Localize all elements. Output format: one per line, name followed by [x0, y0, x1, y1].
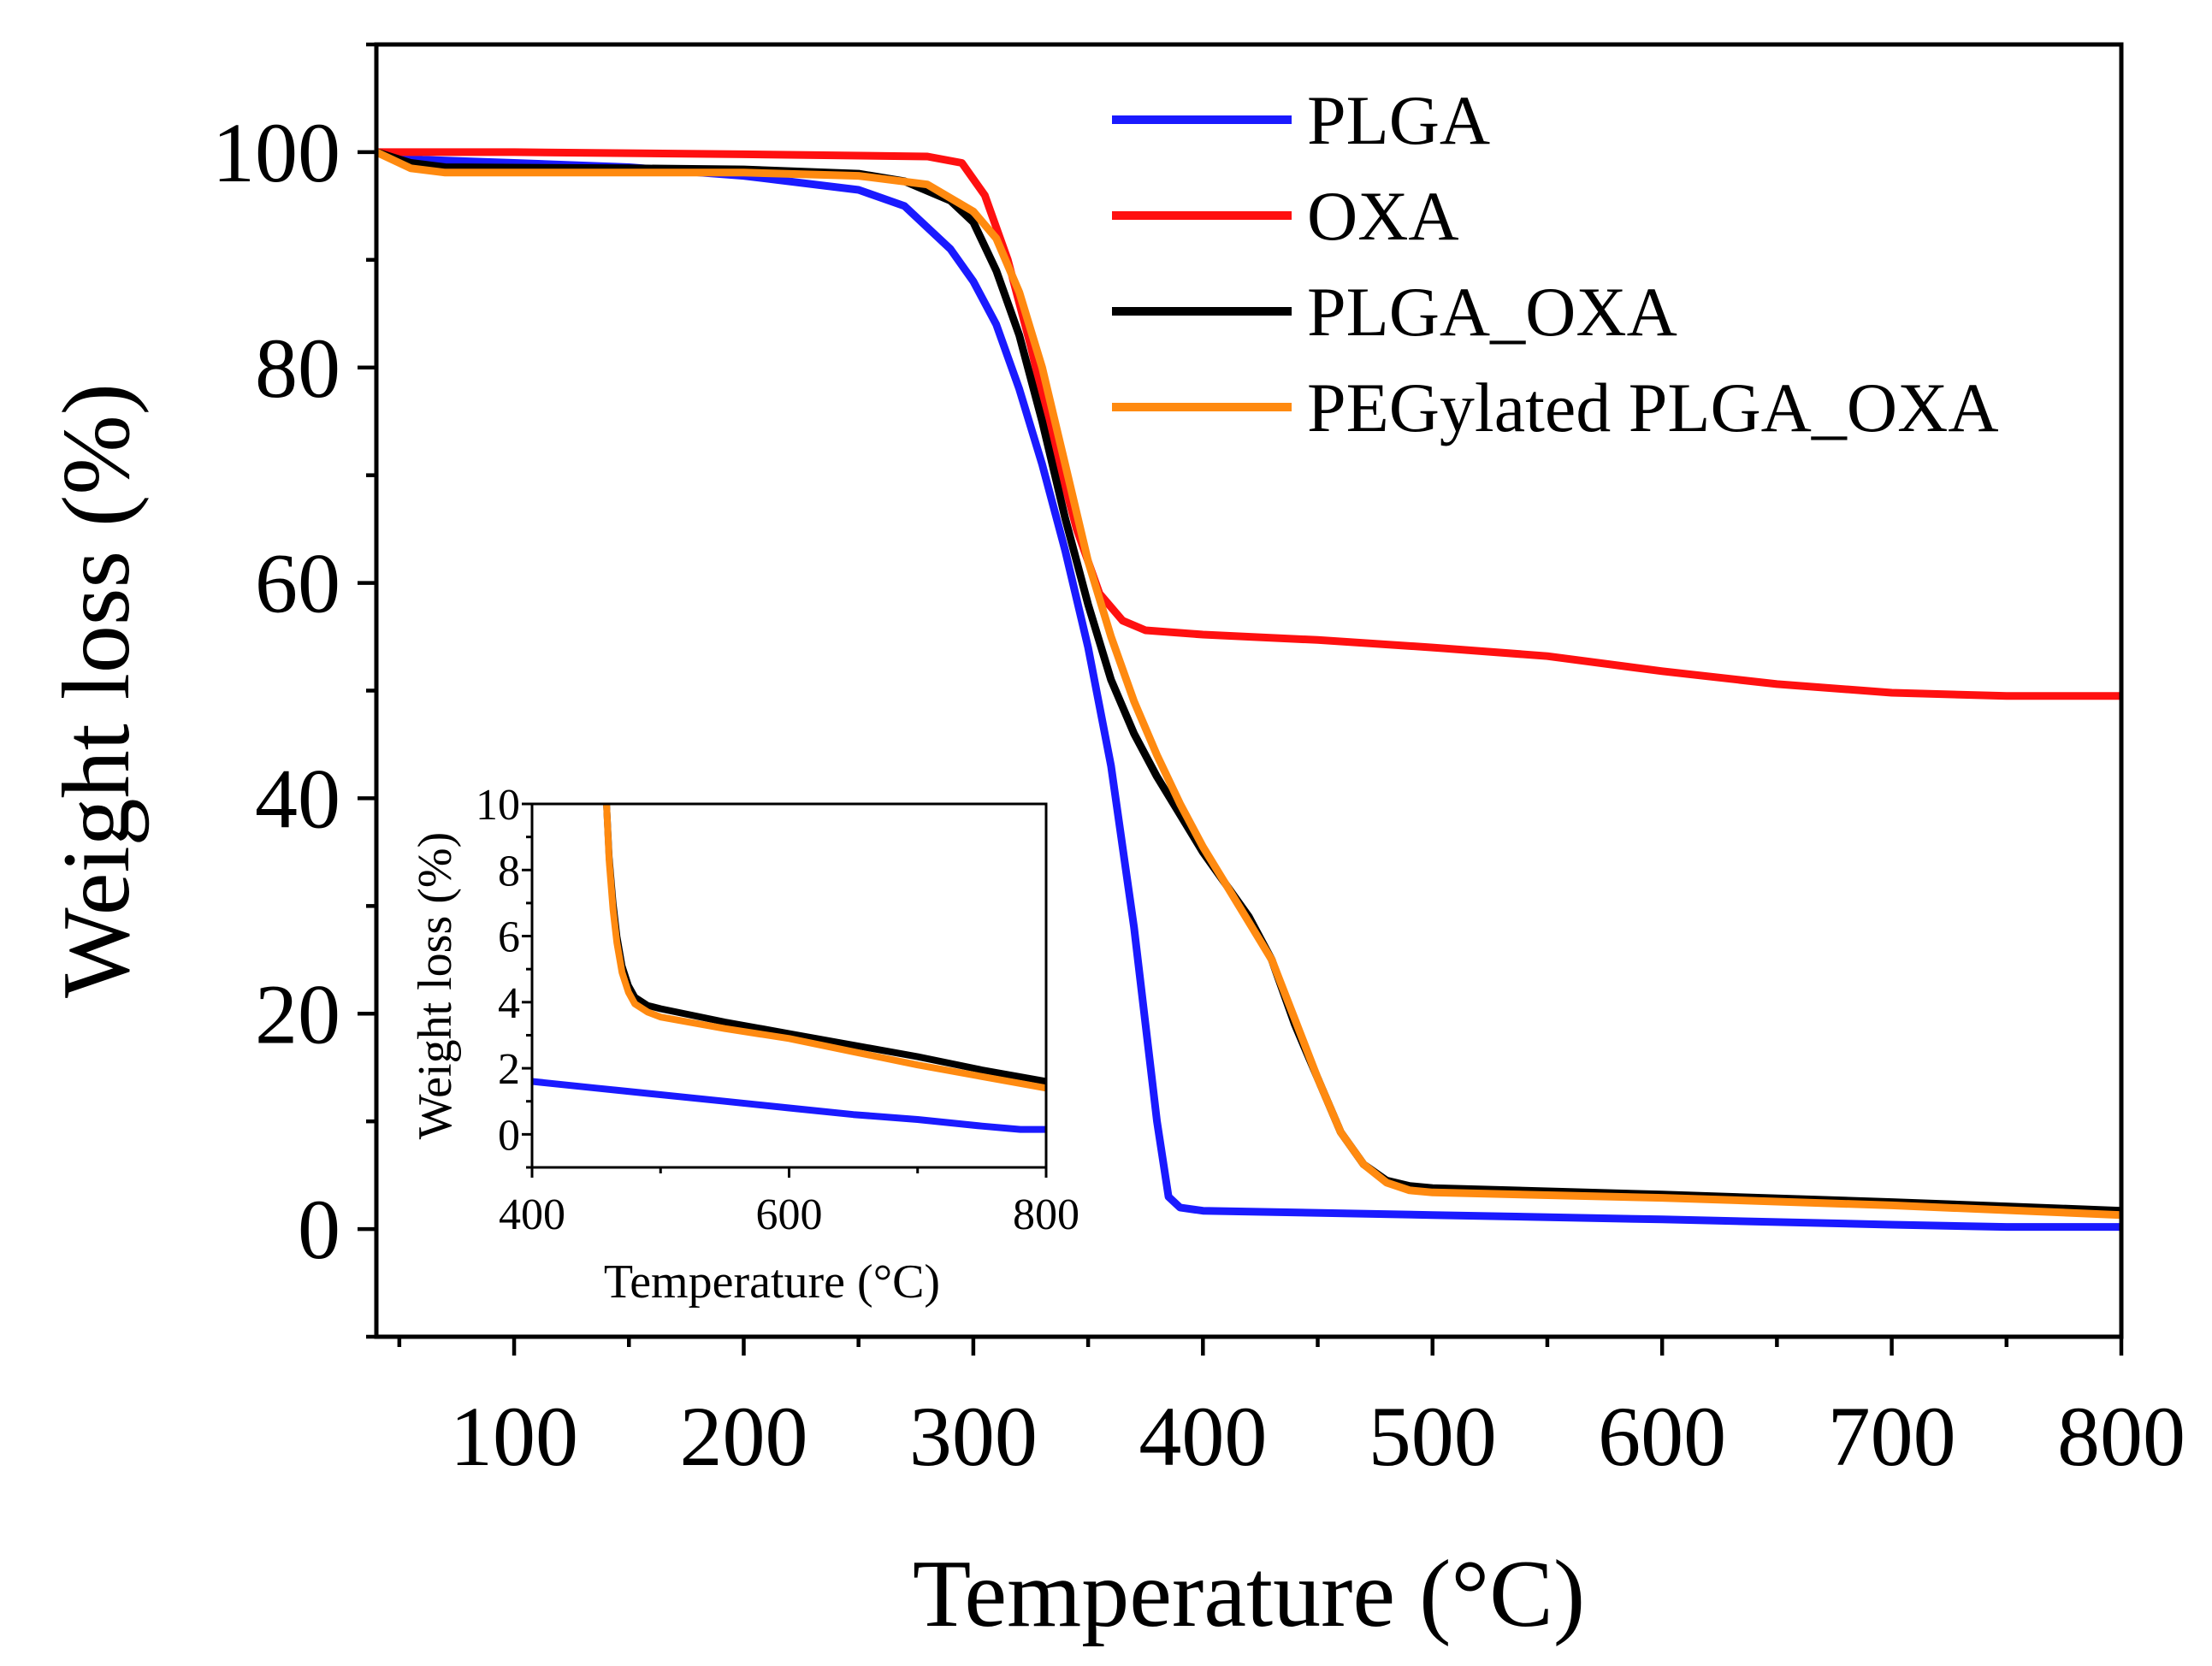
main-x-tick-label: 700: [1828, 1389, 1956, 1484]
legend-label: PLGA_OXA: [1307, 273, 1677, 351]
inset-x-tick-label: 400: [499, 1190, 565, 1239]
main-series-line-pegylated-plga-oxa: [376, 148, 2121, 1220]
main-series-line-oxa: [376, 148, 2121, 700]
main-y-tick-label: 80: [255, 321, 340, 416]
inset-y-tick-label: 0: [498, 1111, 520, 1160]
legend: PLGA OXA PLGA_OXA PEGylated PLGA_OXA: [1112, 81, 1999, 446]
main-plot: 100 200 300 400 500 600 700 800020406080100Temp…: [44, 42, 2185, 1647]
main-y-tick-label: 0: [298, 1182, 340, 1277]
legend-label: PEGylated PLGA_OXA: [1307, 369, 1999, 446]
inset-series-group: [532, 804, 1046, 1133]
main-x-tick-label: 100: [450, 1389, 578, 1484]
main-x-tick-label: 800: [2057, 1389, 2185, 1484]
inset-x-axis-title: Temperature (°C): [604, 1255, 940, 1309]
inset-x-tick-label: 600: [756, 1190, 823, 1239]
inset-y-tick-label: 2: [498, 1045, 520, 1094]
inset-y-axis-title: Weight loss (%): [409, 832, 462, 1139]
main-y-tick-label: 100: [212, 105, 340, 200]
inset-y-tick-label: 10: [476, 781, 520, 830]
inset-x-tick-label: 800: [1013, 1190, 1079, 1239]
legend-label: PLGA: [1307, 81, 1490, 159]
inset-y-tick-label: 6: [498, 913, 520, 962]
main-x-tick-label: 200: [679, 1389, 807, 1484]
main-series-group: [376, 148, 2121, 1232]
main-x-tick-label: 500: [1369, 1389, 1497, 1484]
inset-series-line-pegylated-plga-oxa: [603, 804, 1046, 1092]
inset-y-tick-label: 8: [498, 847, 520, 895]
main-x-axis-title: Temperature (°C): [913, 1541, 1585, 1647]
main-y-axis-title: Weight loss (%): [44, 383, 150, 998]
main-y-tick-label: 20: [255, 966, 340, 1061]
inset-y-tick-label: 4: [498, 979, 520, 1028]
main-x-tick-label: 600: [1598, 1389, 1726, 1484]
main-y-tick-label: 40: [255, 751, 340, 846]
main-x-tick-label: 400: [1139, 1389, 1267, 1484]
legend-label: OXA: [1307, 177, 1459, 255]
inset-plot: 400 600 800 0 2 4 6 8 10 Temperature (°C) Weight l…: [409, 781, 1079, 1309]
inset-series-line-plga: [532, 1078, 1046, 1133]
main-x-tick-label: 300: [909, 1389, 1038, 1484]
main-y-tick-label: 60: [255, 536, 340, 631]
